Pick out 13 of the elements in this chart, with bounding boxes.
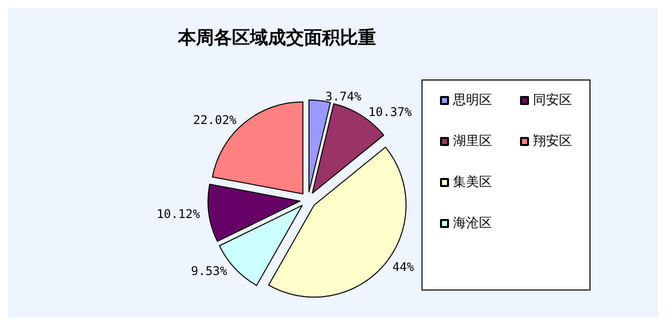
data-label: 10.12%: [156, 206, 201, 221]
data-label: 22.02%: [193, 113, 238, 128]
legend-label: 海沧区: [453, 216, 492, 231]
legend-label: 思明区: [452, 93, 492, 108]
legend-label: 湖里区: [453, 134, 492, 149]
legend-label: 翔安区: [533, 133, 572, 149]
data-label: 10.37%: [368, 104, 413, 119]
data-label: 44%: [392, 260, 415, 274]
data-label: 3.74%: [325, 90, 362, 104]
legend-label: 集美区: [453, 174, 492, 190]
legend-label: 同安区: [533, 92, 572, 108]
data-label: 9.53%: [191, 264, 228, 278]
chart-title: 本周各区域成交面积比重: [177, 28, 376, 48]
